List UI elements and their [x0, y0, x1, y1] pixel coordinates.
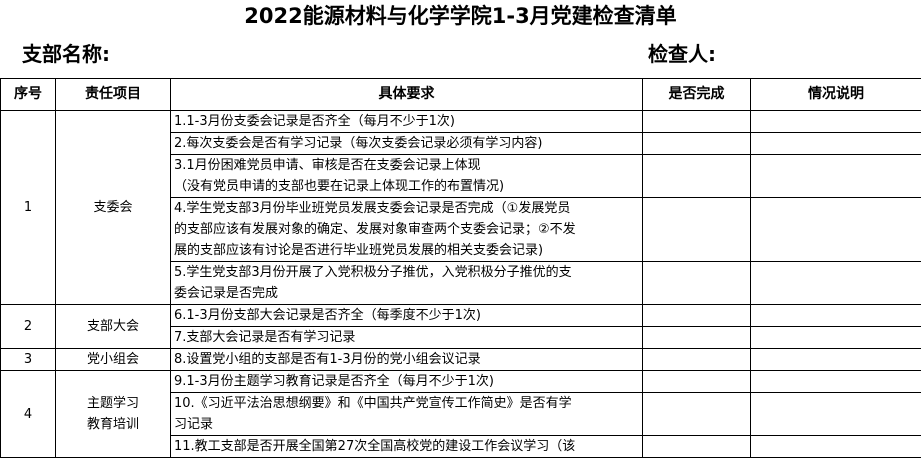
- requirement-cell: 5.学生党支部3月份开展了入党积极分子推优，入党积极分子推优的支 委会记录是否完成: [170, 261, 643, 305]
- requirement-line: （没有党员申请的支部也要在记录上体现工作的布置情况): [174, 179, 505, 194]
- requirement-cell: 7.支部大会记录是否有学习记录: [170, 326, 643, 349]
- table-row: 2.每次支委会是否有学习记录（每次支委会记录必须有学习内容): [1, 132, 921, 155]
- requirement-cell: 4.学生党支部3月份毕业班党员发展支委会记录是否完成（①发展党员 的支部应该有发展…: [170, 197, 643, 262]
- requirement-line: 9.1-3月份主题学习教育记录是否齐全（每月不少于1次): [174, 374, 494, 389]
- requirement-line: 10.《习近平法治思想纲要》和《中国共产党宣传工作简史》是否有学: [174, 396, 572, 411]
- requirement-cell: 10.《习近平法治思想纲要》和《中国共产党宣传工作简史》是否有学 习记录: [170, 392, 643, 436]
- notes-cell[interactable]: [750, 154, 921, 198]
- notes-cell[interactable]: [750, 304, 921, 327]
- header-row: 序号 责任项目 具体要求 是否完成 情况说明: [0, 78, 921, 111]
- notes-cell[interactable]: [750, 370, 921, 393]
- requirement-line: 6.1-3月份支部大会记录是否齐全（每季度不少于1次): [174, 308, 481, 323]
- completed-cell[interactable]: [642, 370, 751, 393]
- table-row: 7.支部大会记录是否有学习记录: [1, 326, 921, 349]
- table-row: 1 支委会 1.1-3月份支委会记录是否齐全（每月不少于1次): [0, 110, 921, 305]
- header-notes: 情况说明: [750, 78, 921, 111]
- notes-cell[interactable]: [750, 197, 921, 262]
- requirement-cell: 1.1-3月份支委会记录是否齐全（每月不少于1次): [170, 110, 643, 133]
- requirement-cell: 8.设置党小组的支部是否有1-3月份的党小组会议记录: [170, 348, 643, 371]
- requirement-line: 委会记录是否完成: [174, 286, 279, 301]
- inspector-label: 检查人:: [648, 42, 716, 66]
- header-completed: 是否完成: [642, 78, 751, 111]
- responsibility-item: 党小组会: [55, 348, 171, 371]
- requirement-line: 2.每次支委会是否有学习记录（每次支委会记录必须有学习内容): [174, 136, 543, 151]
- requirement-line: 7.支部大会记录是否有学习记录: [174, 330, 356, 345]
- completed-cell[interactable]: [642, 110, 751, 133]
- header-item: 责任项目: [55, 78, 171, 111]
- requirement-line: 4.学生党支部3月份毕业班党员发展支委会记录是否完成（①发展党员: [174, 201, 571, 216]
- responsibility-item: 主题学习 教育培训: [55, 370, 171, 458]
- requirement-line: 3.1月份困难党员申请、审核是否在支委会记录上体现: [174, 158, 481, 173]
- table-row: 4 主题学习 教育培训 9.1-3月份主题学习教育记录是否齐全（每月不少于1次): [0, 370, 921, 458]
- requirement-line: 5.学生党支部3月份开展了入党积极分子推优，入党积极分子推优的支: [174, 265, 572, 280]
- completed-cell[interactable]: [642, 132, 751, 155]
- completed-cell[interactable]: [642, 154, 751, 198]
- header-requirement: 具体要求: [170, 78, 643, 111]
- branch-name-label: 支部名称:: [22, 42, 110, 66]
- requirement-line: 习记录: [174, 417, 214, 432]
- requirement-line: 的支部应该有发展对象的确定、发展对象审查两个支委会记录；②不发: [174, 222, 576, 237]
- table-row: 2 支部大会 6.1-3月份支部大会记录是否齐全（每季度不少于1次): [0, 304, 921, 349]
- completed-cell[interactable]: [642, 348, 751, 371]
- row-number: 4: [0, 370, 56, 458]
- completed-cell[interactable]: [642, 304, 751, 327]
- requirement-cell: 3.1月份困难党员申请、审核是否在支委会记录上体现 （没有党员申请的支部也要在记录…: [170, 154, 643, 198]
- header-no: 序号: [0, 78, 56, 111]
- notes-cell[interactable]: [750, 261, 921, 305]
- responsibility-item: 支委会: [55, 110, 171, 305]
- notes-cell[interactable]: [750, 326, 921, 349]
- completed-cell[interactable]: [642, 435, 751, 458]
- completed-cell[interactable]: [642, 392, 751, 436]
- table-row: 4.学生党支部3月份毕业班党员发展支委会记录是否完成（①发展党员 的支部应该有发展…: [1, 197, 921, 262]
- requirement-line: 8.设置党小组的支部是否有1-3月份的党小组会议记录: [174, 352, 481, 367]
- requirement-line: 展的支部应该有讨论是否进行毕业班党员发展的相关支委会记录): [174, 243, 544, 258]
- table-row: 3 党小组会 8.设置党小组的支部是否有1-3月份的党小组会议记录: [0, 348, 921, 371]
- row-number: 2: [0, 304, 56, 349]
- requirement-cell: 9.1-3月份主题学习教育记录是否齐全（每月不少于1次): [170, 370, 643, 393]
- row-number: 1: [0, 110, 56, 305]
- checklist-table: 序号 责任项目 具体要求 是否完成 情况说明 1 支委会 1.1-3月份支委会记录是…: [0, 78, 921, 458]
- completed-cell[interactable]: [642, 261, 751, 305]
- page-title: 2022能源材料与化学学院1-3月党建检查清单: [244, 4, 677, 28]
- notes-cell[interactable]: [750, 110, 921, 133]
- notes-cell[interactable]: [750, 348, 921, 371]
- notes-cell[interactable]: [750, 392, 921, 436]
- requirement-cell: 6.1-3月份支部大会记录是否齐全（每季度不少于1次): [170, 304, 643, 327]
- notes-cell[interactable]: [750, 132, 921, 155]
- requirement-line: 11.教工支部是否开展全国第27次全国高校党的建设工作会议学习（该: [174, 439, 576, 454]
- completed-cell[interactable]: [642, 197, 751, 262]
- table-row: 10.《习近平法治思想纲要》和《中国共产党宣传工作简史》是否有学 习记录: [1, 392, 921, 436]
- notes-cell[interactable]: [750, 435, 921, 458]
- row-number: 3: [0, 348, 56, 371]
- table-row: 11.教工支部是否开展全国第27次全国高校党的建设工作会议学习（该: [1, 435, 921, 458]
- completed-cell[interactable]: [642, 326, 751, 349]
- table-row: 5.学生党支部3月份开展了入党积极分子推优，入党积极分子推优的支 委会记录是否完成: [1, 261, 921, 305]
- responsibility-item: 支部大会: [55, 304, 171, 349]
- table-row: 3.1月份困难党员申请、审核是否在支委会记录上体现 （没有党员申请的支部也要在记录…: [1, 154, 921, 198]
- requirement-cell: 2.每次支委会是否有学习记录（每次支委会记录必须有学习内容): [170, 132, 643, 155]
- requirement-cell: 11.教工支部是否开展全国第27次全国高校党的建设工作会议学习（该: [170, 435, 643, 458]
- requirement-line: 1.1-3月份支委会记录是否齐全（每月不少于1次): [174, 114, 455, 129]
